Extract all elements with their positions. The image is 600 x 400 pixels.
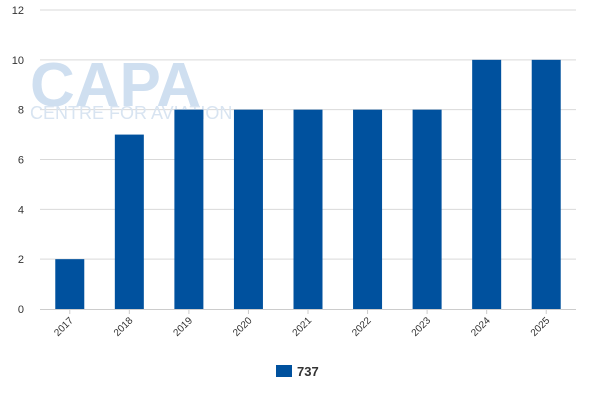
x-tick-label: 2023 [410,315,434,339]
legend-swatch-737 [276,365,292,377]
y-tick-label: 10 [12,55,24,67]
y-tick-label: 12 [12,5,24,17]
bar-2024 [472,59,502,310]
y-tick-label: 0 [18,304,24,316]
legend[interactable]: 737 [276,364,319,379]
y-tick-label: 8 [18,105,24,117]
legend-label-737: 737 [297,364,319,379]
bar-2025 [531,59,561,310]
bars [55,59,561,310]
bar-2023 [412,109,442,310]
y-tick-label: 2 [18,254,24,266]
bar-2022 [353,109,383,310]
bar-2020 [233,109,263,310]
capa-watermark: CAPA CENTRE FOR AVIATION [30,51,232,123]
x-tick-label: 2017 [52,315,76,339]
bar-2019 [174,109,204,310]
x-tick-label: 2024 [469,315,493,339]
x-tick-label: 2022 [350,315,374,339]
y-tick-label: 6 [18,155,24,167]
x-tick-label: 2018 [112,315,136,339]
y-axis-ticks: 0 2 4 6 8 10 12 [12,5,24,316]
x-tick-label: 2021 [291,315,315,339]
bar-2017 [55,259,85,309]
y-tick-label: 4 [18,204,24,216]
bar-2018 [114,134,144,309]
watermark-logo-text: CAPA [30,51,201,120]
x-tick-label: 2020 [231,315,255,339]
bar-2021 [293,109,323,310]
x-axis-ticks: 2017 2018 2019 2020 2021 2022 2023 2024 2025 [52,309,553,339]
x-tick-label: 2025 [529,315,553,339]
x-tick-label: 2019 [171,315,195,339]
